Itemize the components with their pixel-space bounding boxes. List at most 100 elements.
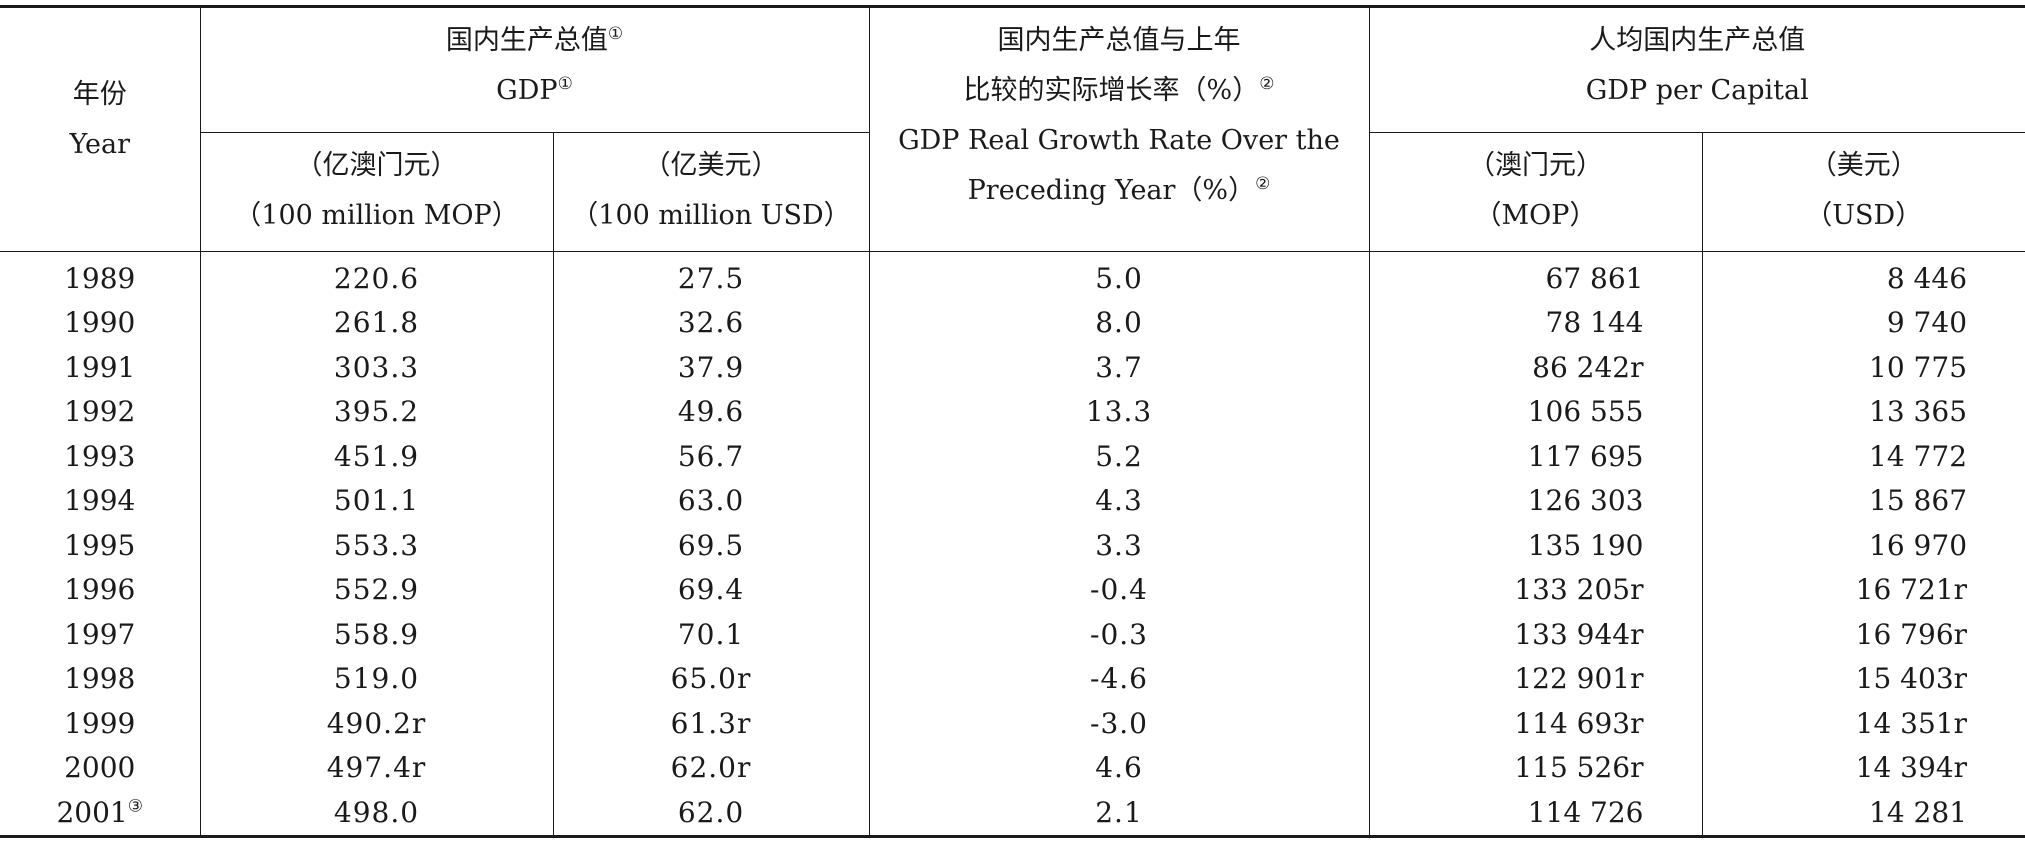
gdp-table: 年份 Year 国内生产总值① GDP① 国内生产总值与上年 比较的实际增长率（…	[0, 5, 2025, 838]
gdp-mop-cell: 303.3	[199, 345, 553, 390]
table-row: 1989 220.6 27.5 5.0 67 861 8 446	[0, 251, 2025, 301]
per-capita-usd-cell: 15 867	[1701, 478, 2025, 523]
growth-header-en-2-line: Preceding Year（%）②	[870, 166, 1369, 216]
table-body: 1989 220.6 27.5 5.0 67 861 8 446 1990 261.8 32.6…	[0, 251, 2025, 838]
year-value: 1999	[64, 706, 136, 740]
per-capita-usd-cell: 14 772	[1701, 434, 2025, 479]
gdp-usd-header: （亿美元） （100 million USD）	[552, 132, 869, 252]
per-capita-group-header: 人均国内生产总值 GDP per Capital	[1368, 5, 2025, 133]
year-cell: 1995	[0, 523, 200, 568]
year-value: 1998	[64, 662, 136, 696]
per-capita-usd-cell: 13 365	[1701, 389, 2025, 434]
gdp-header-en-line: GDP①	[201, 66, 869, 116]
per-capita-mop-cell: 117 695	[1368, 434, 1702, 479]
year-cell: 1991	[0, 345, 200, 390]
growth-cell: -0.3	[868, 612, 1369, 657]
per-capita-usd-cell: 16 970	[1701, 523, 2025, 568]
year-header: 年份 Year	[0, 5, 200, 252]
year-cell: 1996	[0, 568, 200, 613]
year-value: 1990	[64, 306, 136, 340]
gdp-header-en: GDP	[496, 75, 558, 106]
per-capita-usd-cell: 9 740	[1701, 300, 2025, 345]
year-cell: 2001③	[0, 790, 200, 838]
table-row: 2001③ 498.0 62.0 2.1 114 726 14 281	[0, 790, 2025, 838]
gdp-usd-cell: 65.0r	[552, 656, 869, 701]
per-capita-mop-cell: 122 901r	[1368, 656, 1702, 701]
per-capita-usd-cell: 8 446	[1701, 251, 2025, 301]
year-cell: 1989	[0, 252, 200, 301]
gdp-mop-cell: 558.9	[199, 612, 553, 657]
gdp-mop-cell: 553.3	[199, 523, 553, 568]
gdp-mop-cell: 395.2	[199, 389, 553, 434]
gdp-mop-cell: 498.0	[199, 790, 553, 838]
gdp-usd-cell: 56.7	[552, 434, 869, 479]
per-capita-mop-header: （澳门元） （MOP）	[1368, 132, 1702, 252]
gdp-header-cn: 国内生产总值	[445, 25, 608, 56]
year-value: 1993	[64, 439, 136, 473]
per-capita-mop-cell: 135 190	[1368, 523, 1702, 568]
gdp-usd-cell: 37.9	[552, 345, 869, 390]
per-capita-mop-cell: 126 303	[1368, 478, 1702, 523]
growth-cell: 8.0	[868, 300, 1369, 345]
gdp-usd-cell: 69.5	[552, 523, 869, 568]
gdp-mop-cell: 451.9	[199, 434, 553, 479]
year-value: 1996	[64, 573, 136, 607]
gdp-mop-cell: 552.9	[199, 567, 553, 612]
growth-cell: 5.0	[868, 251, 1369, 301]
year-value: 1997	[64, 617, 136, 651]
per-capita-header-cn: 人均国内生产总值	[1589, 25, 1806, 56]
growth-header-cn-1: 国内生产总值与上年	[997, 25, 1241, 56]
table-row: 1996 552.9 69.4 -0.4 133 205r 16 721r	[0, 567, 2025, 613]
per-capita-mop-cell: 114 726	[1368, 790, 1702, 838]
gdp-usd-cell: 27.5	[552, 251, 869, 301]
gdp-group-header: 国内生产总值① GDP①	[199, 5, 869, 133]
year-cell: 1997	[0, 612, 200, 657]
growth-header: 国内生产总值与上年 比较的实际增长率（%）② GDP Real Growth R…	[868, 5, 1369, 252]
gdp-mop-cell: 519.0	[199, 656, 553, 701]
growth-cell: 4.6	[868, 745, 1369, 790]
gdp-mop-cell: 497.4r	[199, 745, 553, 790]
per-capita-usd-header: （美元） （USD）	[1701, 132, 2025, 252]
table-header: 年份 Year 国内生产总值① GDP① 国内生产总值与上年 比较的实际增长率（…	[0, 5, 2025, 252]
year-value: 2001	[56, 795, 128, 829]
year-cell: 1998	[0, 657, 200, 702]
growth-cell: -0.4	[868, 567, 1369, 612]
year-value: 1994	[64, 484, 136, 518]
year-cell: 1994	[0, 479, 200, 524]
gdp-usd-cell: 62.0	[552, 790, 869, 838]
per-capita-mop-cell: 86 242r	[1368, 345, 1702, 390]
gdp-usd-cell: 62.0r	[552, 745, 869, 790]
year-value: 1991	[64, 350, 136, 384]
growth-header-en-note: ②	[1255, 174, 1271, 194]
growth-header-cn-2-line: 比较的实际增长率（%）②	[870, 66, 1369, 116]
per-capita-mop-cell: 67 861	[1368, 251, 1702, 301]
year-value: 1989	[64, 261, 136, 295]
per-capita-usd-cell: 15 403r	[1701, 656, 2025, 701]
growth-header-en-2: Preceding Year（%）	[967, 175, 1256, 206]
table-row: 1994 501.1 63.0 4.3 126 303 15 867	[0, 478, 2025, 524]
year-value: 1992	[64, 395, 136, 429]
per-capita-usd-cell: 14 281	[1701, 790, 2025, 838]
year-header-cn: 年份	[72, 79, 127, 110]
year-value: 1995	[64, 528, 136, 562]
growth-cell: -3.0	[868, 701, 1369, 746]
table-row: 1995 553.3 69.5 3.3 135 190 16 970	[0, 523, 2025, 568]
growth-cell: 4.3	[868, 478, 1369, 523]
per-capita-usd-header-cn: （美元）	[1809, 150, 1918, 181]
table-row: 1992 395.2 49.6 13.3 106 555 13 365	[0, 389, 2025, 434]
table-row: 1997 558.9 70.1 -0.3 133 944r 16 796r	[0, 612, 2025, 657]
gdp-header-cn-note: ①	[607, 24, 624, 44]
per-capita-header-en: GDP per Capital	[1585, 75, 1809, 106]
per-capita-mop-cell: 78 144	[1368, 300, 1702, 345]
per-capita-mop-header-en: （MOP）	[1474, 200, 1597, 231]
per-capita-mop-cell: 115 526r	[1368, 745, 1702, 790]
year-cell: 1990	[0, 301, 200, 346]
gdp-usd-cell: 49.6	[552, 389, 869, 434]
year-note: ③	[127, 796, 143, 817]
growth-cell: 5.2	[868, 434, 1369, 479]
year-value: 2000	[64, 751, 136, 785]
per-capita-mop-cell: 133 205r	[1368, 567, 1702, 612]
per-capita-usd-cell: 10 775	[1701, 345, 2025, 390]
gdp-usd-header-en: （100 million USD）	[571, 200, 851, 231]
